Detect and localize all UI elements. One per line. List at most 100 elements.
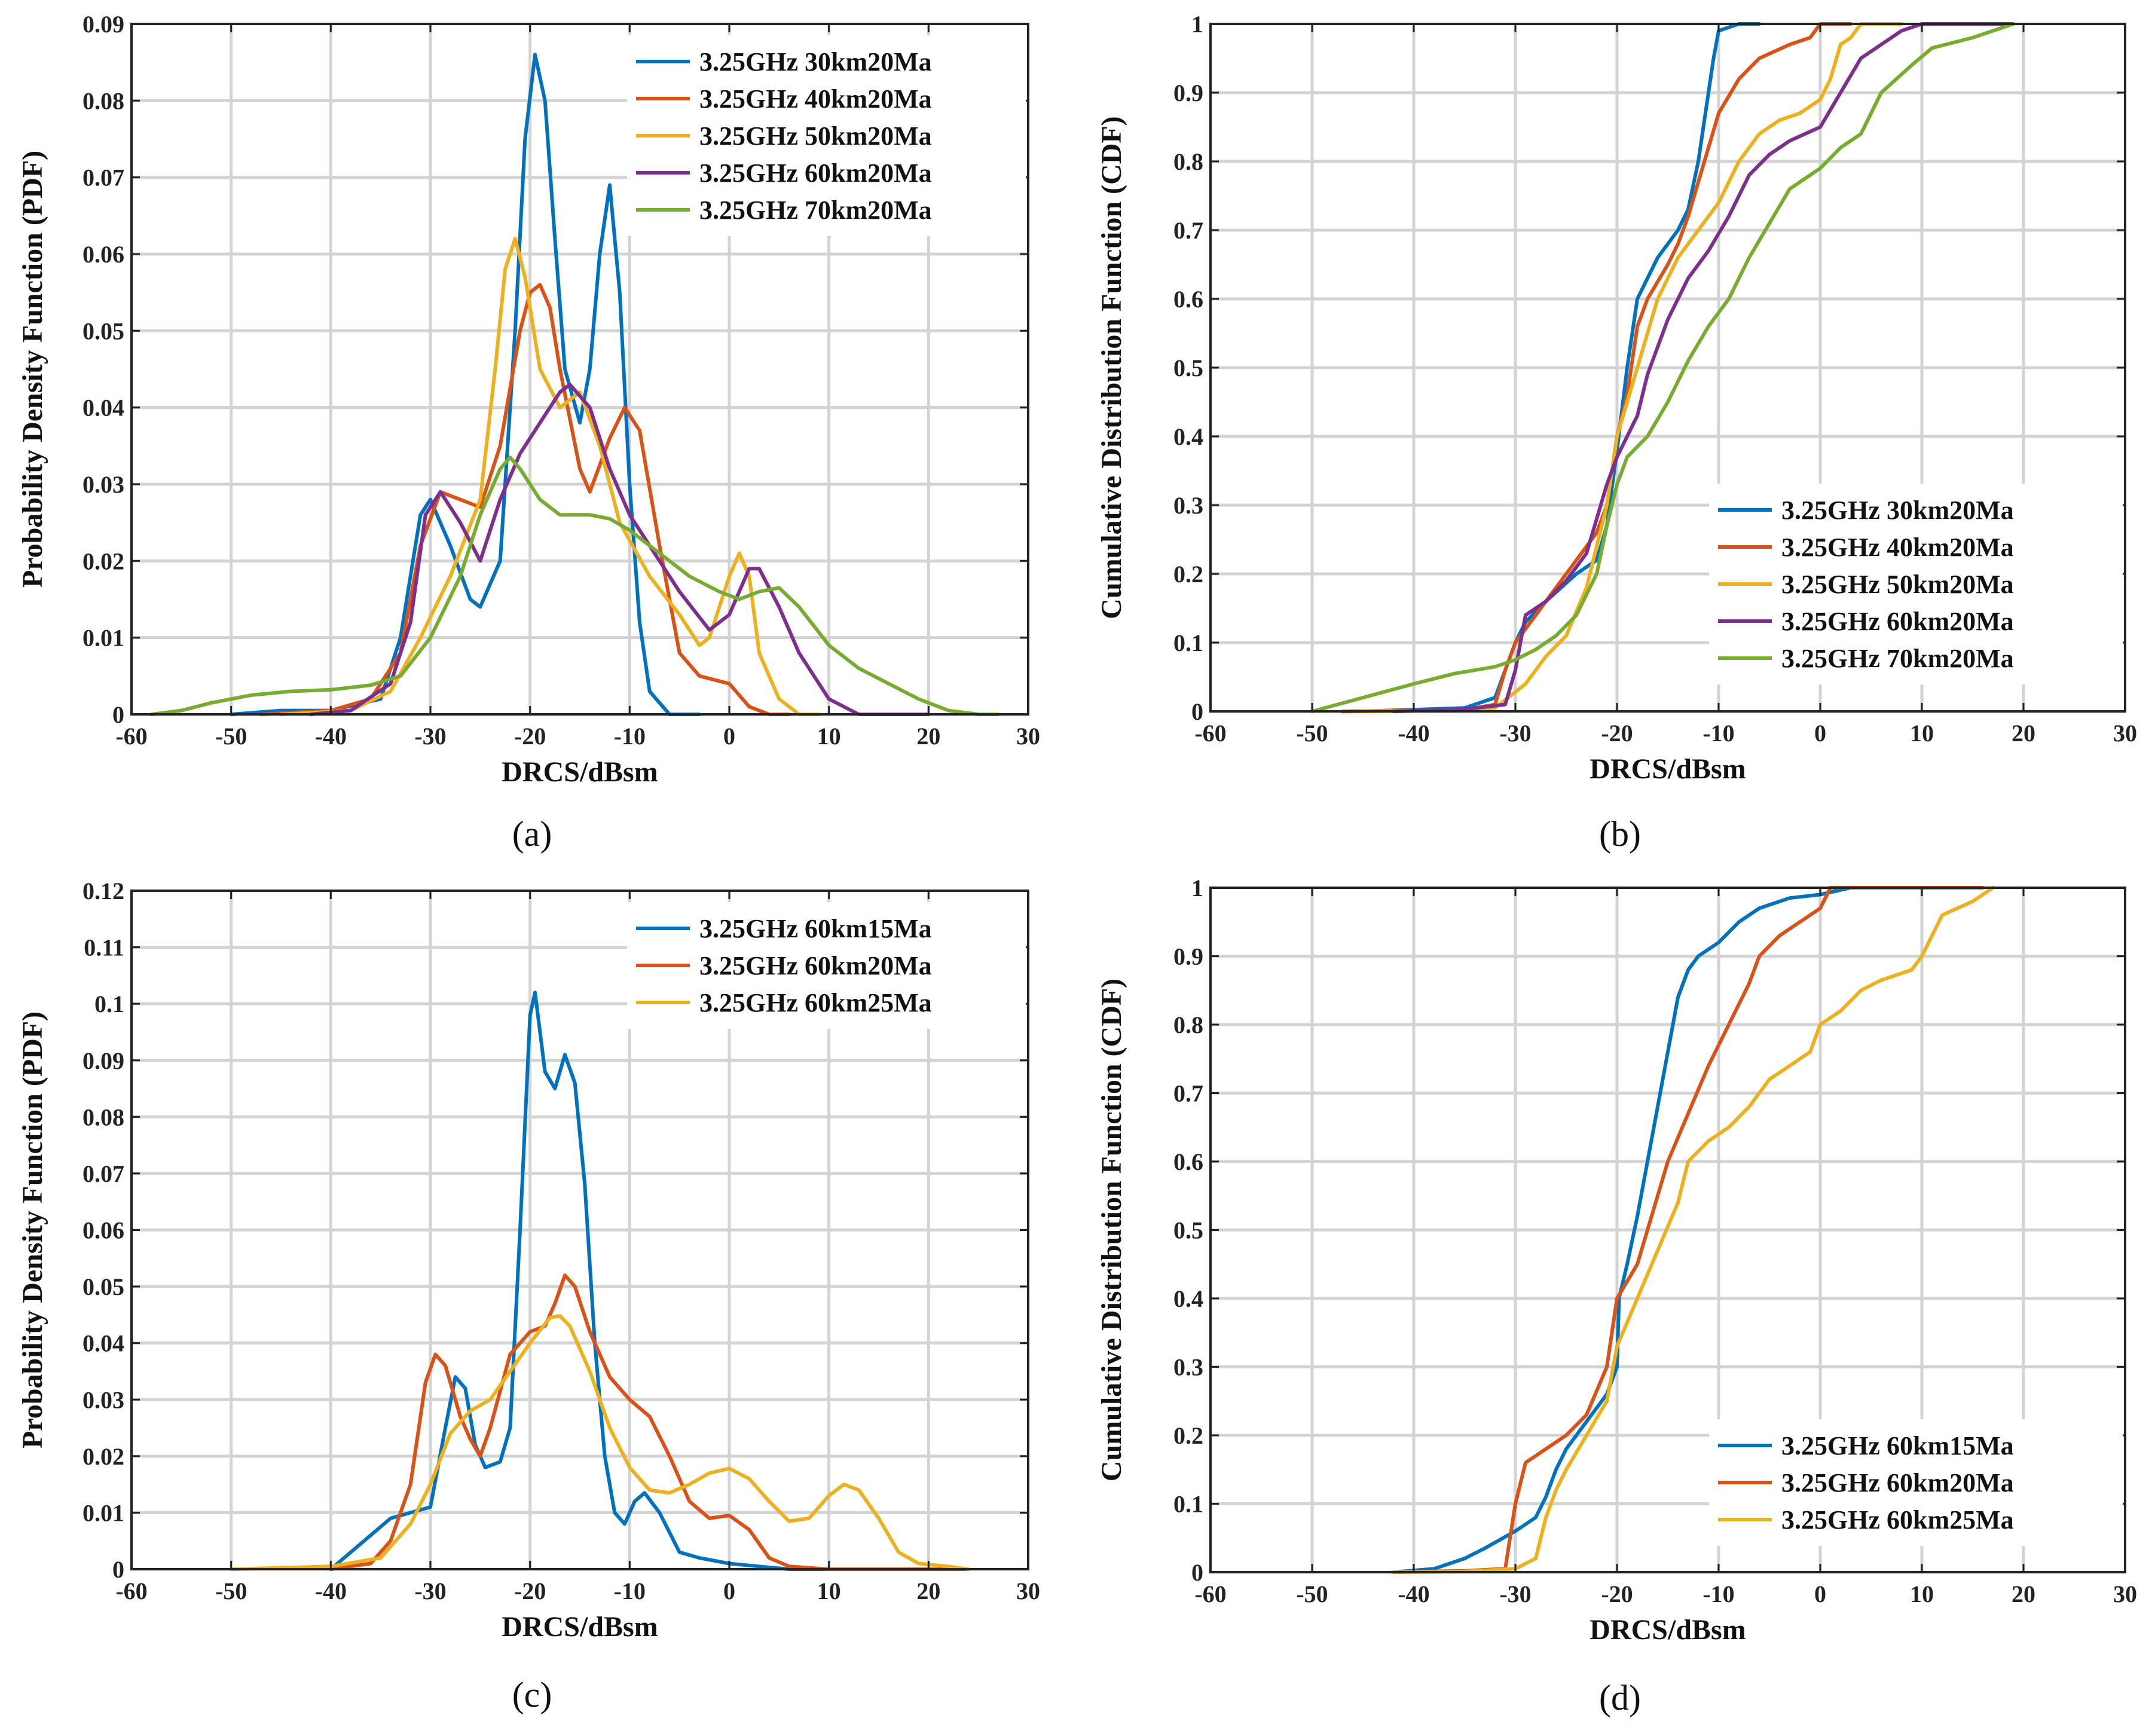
x-tick-label: -10 [614,1578,646,1604]
y-tick-label: 0.4 [1173,423,1203,450]
legend: 3.25GHz 30km20Ma 3.25GHz 40km20Ma 3.25GHz … [1709,484,2123,684]
series-line-2 [329,1273,970,1571]
y-tick-label: 0.03 [82,1386,124,1413]
y-tick-label: 0.06 [82,1217,124,1244]
x-tick-label: -40 [315,723,347,750]
series-line-4 [1392,22,2015,713]
y-tick-label: 0.7 [1173,217,1203,244]
x-tick-label: -30 [1499,1581,1531,1607]
y-tick-label: 0.03 [82,471,124,498]
y-tick-label: 0.07 [82,1160,124,1187]
x-tick-label: 0 [1814,720,1826,747]
legend: 3.25GHz 60km15Ma 3.25GHz 60km20Ma 3.25GHz … [627,902,1026,1029]
y-tick-label: 0.01 [82,625,124,652]
x-tick-label: -20 [1601,720,1633,747]
y-tick-label: 0.2 [1173,561,1203,588]
series-line-3 [229,1314,970,1571]
legend-label-2: 3.25GHz 60km20Ma [1781,1468,2014,1497]
y-tick-label: 0.04 [82,1330,124,1357]
legend-label-5: 3.25GHz 70km20Ma [1781,644,2014,673]
x-axis-label: DRCS/dBsm [1589,753,1746,785]
series-line-3 [1392,886,1995,1574]
y-tick-label: 0.5 [1173,354,1203,381]
y-tick-label: 0 [1191,698,1203,725]
x-tick-label: -50 [215,1578,247,1604]
legend-label-2: 3.25GHz 40km20Ma [699,84,932,114]
legend-box [627,902,1026,1029]
x-tick-label: -10 [614,723,646,750]
series-line-2 [1341,22,1853,713]
y-tick-label: 0.05 [82,317,124,344]
legend-label-1: 3.25GHz 30km20Ma [699,47,932,77]
x-axis-label: DRCS/dBsm [1589,1614,1746,1646]
x-tick-label: 0 [723,1578,735,1604]
x-axis-label: DRCS/dBsm [502,756,658,788]
y-axis-label: Probability Density Function (PDF) [17,151,48,588]
panel-caption: (b) [1599,814,1641,854]
y-axis-label: Cumulative Distribution Function (CDF) [1096,979,1127,1481]
legend-box [1709,1419,2123,1546]
panel-caption: (c) [512,1675,552,1714]
x-tick-label: -10 [1702,720,1734,747]
legend-label-3: 3.25GHz 50km20Ma [1781,570,2014,599]
y-tick-label: 0 [112,1556,124,1583]
x-tick-label: -50 [1296,720,1328,747]
x-tick-label: 10 [1910,720,1934,747]
series-line-5 [149,456,1000,716]
x-tick-label: 20 [916,1578,940,1604]
x-tick-label: -40 [1398,720,1429,747]
x-tick-label: -60 [1194,720,1226,747]
y-tick-label: 0.01 [82,1499,124,1526]
series-line-2 [259,283,791,716]
x-axis-label: DRCS/dBsm [502,1611,658,1643]
y-tick-label: 0.5 [1173,1217,1203,1244]
y-tick-label: 0.3 [1173,1354,1203,1381]
x-tick-label: 30 [2113,720,2137,747]
x-tick-label: -60 [115,1578,147,1604]
legend-label-3: 3.25GHz 50km20Ma [699,121,932,151]
y-tick-label: 0.4 [1173,1285,1203,1312]
chart-panel-3: -60 -50 -40 -30 -20 -10 0 10 20 30 0 0.01 0.02 0.03 0.… [17,878,1040,1714]
series-line-5 [1310,22,2015,713]
x-tick-label: -60 [1194,1581,1226,1607]
y-tick-label: 0.07 [82,164,124,191]
y-tick-label: 0.11 [84,934,124,961]
y-tick-label: 0.08 [82,87,124,114]
legend-label-4: 3.25GHz 60km20Ma [1781,607,2014,636]
x-tick-label: -20 [1601,1581,1633,1607]
x-tick-label: -50 [1296,1581,1328,1607]
x-tick-label: -50 [215,723,247,750]
legend-box [627,35,1026,236]
legend-label-5: 3.25GHz 70km20Ma [699,195,932,225]
legend-label-3: 3.25GHz 60km25Ma [1781,1505,2014,1535]
chart-panel-1: -60 -50 -40 -30 -20 -10 0 10 20 30 0 0.01 0.02 0.03 0.… [17,11,1040,854]
legend-label-3: 3.25GHz 60km25Ma [699,988,932,1017]
legend-label-4: 3.25GHz 60km20Ma [699,158,932,188]
y-axis-label: Cumulative Distribution Function (CDF) [1096,116,1127,619]
series-line-1 [229,53,701,716]
y-tick-label: 0.06 [82,241,124,268]
y-tick-label: 0.8 [1173,1011,1203,1038]
axes-box [130,23,1029,716]
x-tick-label: 10 [817,723,841,750]
x-tick-label: -30 [414,723,446,750]
legend-label-1: 3.25GHz 60km15Ma [1781,1431,2014,1460]
x-tick-label: -20 [514,723,546,750]
x-tick-label: -30 [1499,720,1531,747]
x-tick-label: 0 [723,723,735,750]
legend: 3.25GHz 30km20Ma 3.25GHz 40km20Ma 3.25GHz … [627,35,1026,236]
legend: 3.25GHz 60km15Ma 3.25GHz 60km20Ma 3.25GHz … [1709,1419,2123,1546]
x-tick-label: -20 [514,1578,546,1604]
y-tick-label: 0.8 [1173,148,1203,175]
y-tick-label: 0.7 [1173,1080,1203,1107]
y-tick-label: 0.2 [1173,1422,1203,1449]
series-line-3 [1361,22,1903,713]
x-tick-label: 30 [1016,723,1040,750]
y-tick-label: 0.1 [1173,629,1203,656]
y-tick-label: 0.1 [94,991,124,1017]
y-tick-label: 0.3 [1173,492,1203,519]
x-tick-label: -40 [315,1578,347,1604]
series-line-2 [1392,886,1985,1574]
panel-caption: (a) [512,814,552,854]
x-tick-label: 10 [1910,1581,1934,1607]
